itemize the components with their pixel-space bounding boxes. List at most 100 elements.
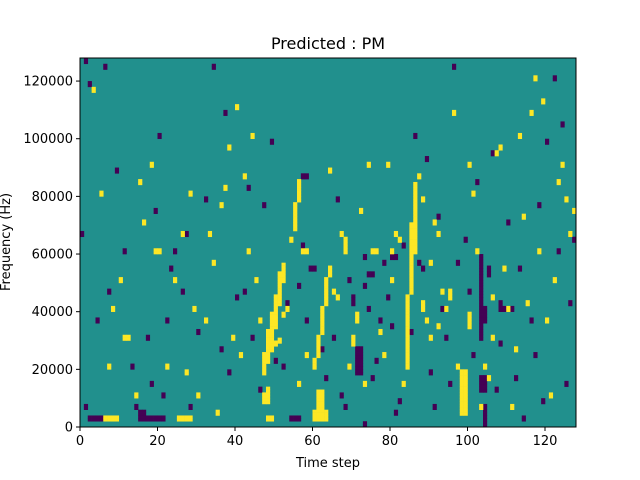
heatmap-cell-low [483,383,488,387]
heatmap-cell-low [87,418,92,422]
heatmap-cell-high [103,418,108,422]
heatmap-cell-low [483,386,488,390]
heatmap-cell-high [529,112,534,116]
heatmap-cell-high [312,360,317,364]
heatmap-cell-high [320,323,325,327]
heatmap-cell-low [374,360,379,364]
heatmap-cell-high [537,251,542,255]
heatmap-cell-high [173,277,178,281]
heatmap-cell-high [293,222,298,226]
heatmap-cell-low [355,354,360,359]
heatmap-cell-high [266,415,271,419]
heatmap-cell-high [494,150,499,154]
heatmap-cell-low [362,254,368,258]
heatmap-cell-high [269,349,275,353]
heatmap-cell-high [413,210,418,214]
heatmap-cell-low [475,181,480,186]
heatmap-cell-high [118,279,123,284]
heatmap-cell-low [114,167,120,171]
heatmap-cell-high [266,357,271,361]
heatmap-cell-low [114,170,120,174]
heatmap-cell-low [568,303,573,307]
heatmap-cell-high [316,340,321,344]
heatmap-cell-high [343,242,348,246]
heatmap-cell-low [483,377,488,382]
heatmap-cell-high [537,248,542,252]
heatmap-cell-low [359,349,364,353]
heatmap-cell-high [459,406,464,410]
heatmap-cell-low [390,323,395,327]
heatmap-cell-high [111,305,116,310]
heatmap-cell-high [165,366,170,370]
heatmap-cell-high [277,303,282,307]
heatmap-cell-high [413,248,418,252]
heatmap-cell-high [409,251,414,255]
heatmap-cell-high [273,323,278,327]
heatmap-cell-high [262,395,267,399]
heatmap-cell-high [293,225,298,229]
heatmap-cell-high [335,294,340,298]
heatmap-cell-high [316,334,321,338]
heatmap-cell-high [409,256,414,261]
heatmap-cell-low [145,418,151,422]
heatmap-cell-low [343,406,348,410]
heatmap-cell-low [219,349,224,353]
heatmap-cell-high [111,308,116,312]
heatmap-cell-high [409,279,414,284]
heatmap-cell-high [428,334,433,338]
heatmap-cell-high [138,181,143,186]
heatmap-cell-high [269,311,275,315]
heatmap-cell-low [87,81,92,85]
heatmap-cell-low [169,268,174,272]
heatmap-cell-low [138,409,143,413]
heatmap-cell-low [510,308,515,312]
heatmap-cell-low [514,377,519,382]
heatmap-cell-low [390,256,395,261]
heatmap-cell-low [479,328,484,333]
heatmap-cell-low [498,308,503,312]
heatmap-cell-high [254,279,259,284]
heatmap-cell-high [297,187,302,191]
heatmap-cell-low [157,135,162,140]
heatmap-cell-high [459,392,464,396]
heatmap-cell-low [335,199,340,203]
heatmap-cell-high [479,403,484,408]
heatmap-cell-high [250,132,255,137]
heatmap-cell-high [316,409,321,413]
heatmap-cell-low [285,300,290,304]
heatmap-cell-low [258,389,263,393]
heatmap-cell-low [145,415,151,419]
heatmap-cell-low [227,369,232,373]
heatmap-cell-high [409,254,414,258]
heatmap-cell-low [359,346,364,350]
heatmap-cell-high [320,305,325,310]
heatmap-cell-low [80,230,85,235]
heatmap-cell-low [153,415,158,419]
heatmap-cell-high [320,392,325,396]
heatmap-cell-low [300,242,306,246]
heatmap-cell-high [184,369,189,373]
heatmap-cell-low [572,236,577,240]
heatmap-cell-high [459,398,464,402]
y-axis-label: Frequency (Hz) [0,193,14,291]
heatmap-cell-low [149,418,154,422]
heatmap-cell-low [479,377,484,382]
heatmap-cell-low [506,219,511,223]
heatmap-cell-low [331,334,337,338]
heatmap-cell-low [397,401,402,405]
heatmap-cell-high [277,282,282,287]
heatmap-cell-high [227,144,232,148]
heatmap-cell-high [211,259,216,263]
heatmap-cell-high [289,239,294,243]
heatmap-cell-high [448,288,453,292]
heatmap-cell-low [211,63,216,67]
heatmap-cell-high [552,277,557,281]
heatmap-cell-low [173,248,178,252]
heatmap-cell-low [517,265,523,269]
heatmap-cell-high [421,308,426,312]
heatmap-cell-high [262,357,267,361]
heatmap-cell-low [331,337,337,341]
heatmap-cell-high [300,248,306,252]
heatmap-cell-high [316,412,321,416]
